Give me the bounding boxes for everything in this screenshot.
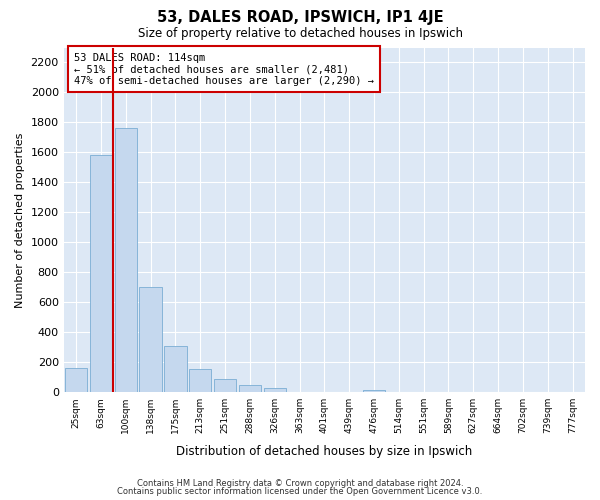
Text: Contains public sector information licensed under the Open Government Licence v3: Contains public sector information licen… [118,487,482,496]
Bar [263,388,286,392]
Text: 53, DALES ROAD, IPSWICH, IP1 4JE: 53, DALES ROAD, IPSWICH, IP1 4JE [157,10,443,25]
Text: 53 DALES ROAD: 114sqm
← 51% of detached houses are smaller (2,481)
47% of semi-d: 53 DALES ROAD: 114sqm ← 51% of detached … [74,52,374,86]
Y-axis label: Number of detached properties: Number of detached properties [15,132,25,308]
Text: Size of property relative to detached houses in Ipswich: Size of property relative to detached ho… [137,28,463,40]
Bar [164,346,187,392]
Bar [65,368,87,392]
Bar [90,156,112,392]
Bar [115,128,137,392]
Bar [363,390,385,392]
Bar [189,369,211,392]
X-axis label: Distribution of detached houses by size in Ipswich: Distribution of detached houses by size … [176,444,472,458]
Bar [214,380,236,392]
Text: Contains HM Land Registry data © Crown copyright and database right 2024.: Contains HM Land Registry data © Crown c… [137,478,463,488]
Bar [139,288,162,392]
Bar [239,384,261,392]
